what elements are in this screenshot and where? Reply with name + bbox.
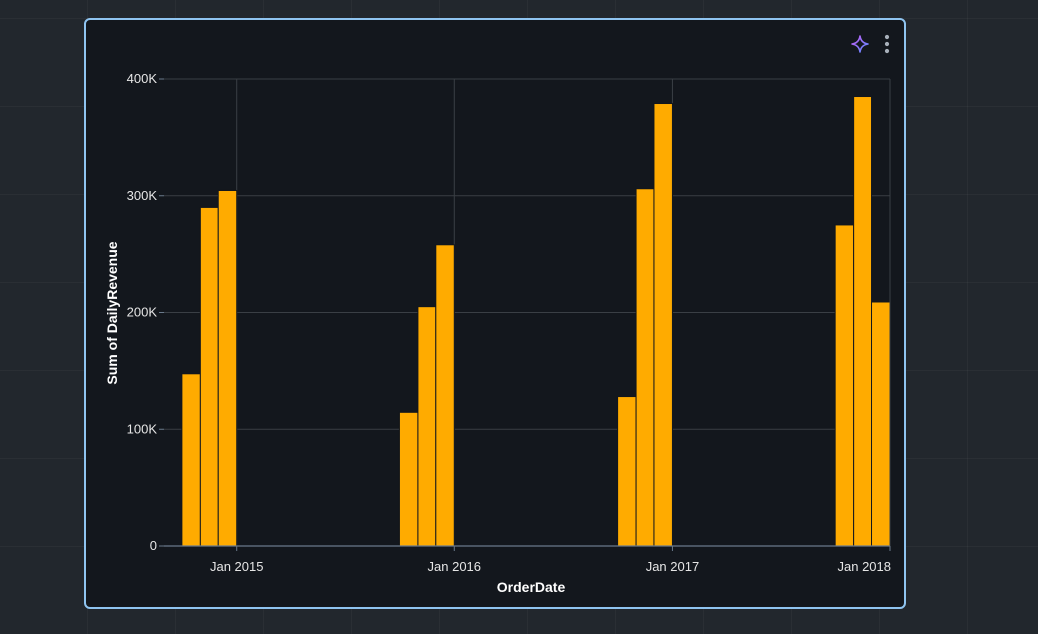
bar [217,189,238,547]
x-tick-label: Jan 2015 [210,559,264,574]
bar [435,244,455,547]
revenue-bar-chart: 0 100K 200K 300K 400K Jan 2015 Jan 2016 Jan 201… [104,71,891,595]
y-tick-label: 100K [127,421,158,436]
card-actions [850,34,890,54]
x-tick-label: Jan 2018 [838,559,892,574]
bar [653,103,673,547]
grid [164,78,891,546]
chart-card: 0 100K 200K 300K 400K Jan 2015 Jan 2016 Jan 201… [84,18,906,609]
bar [199,206,219,547]
axes: 0 100K 200K 300K 400K Jan 2015 Jan 2016 Jan 201… [127,71,891,574]
sparkle-icon[interactable] [850,34,870,54]
bars [181,96,891,547]
x-axis-title: OrderDate [497,579,566,595]
more-vertical-icon[interactable] [884,34,890,54]
x-tick-label: Jan 2016 [428,559,482,574]
bar [398,411,419,547]
y-tick-label: 200K [127,305,158,320]
bar [181,373,201,547]
bar [834,224,855,547]
y-tick-label: 400K [127,71,158,86]
y-tick-label: 0 [150,538,157,553]
y-axis-title: Sum of DailyRevenue [104,241,120,384]
x-tick-label: Jan 2017 [646,559,700,574]
y-tick-label: 300K [127,188,158,203]
bar [617,396,637,547]
bar [635,188,655,547]
bar [853,96,873,547]
bar [417,306,437,547]
bar [871,301,891,547]
